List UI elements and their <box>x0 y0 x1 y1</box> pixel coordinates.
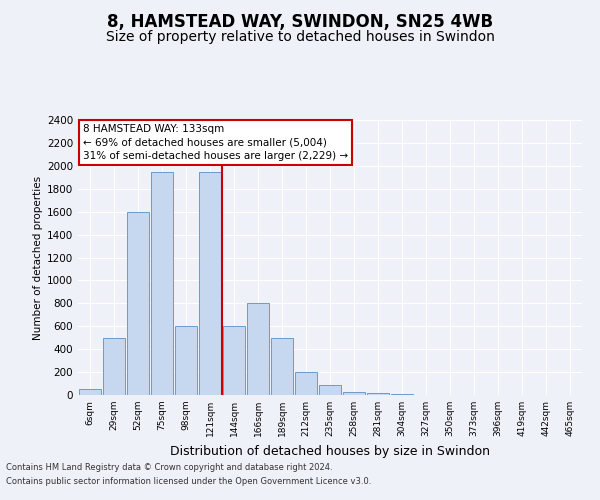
Text: Contains HM Land Registry data © Crown copyright and database right 2024.: Contains HM Land Registry data © Crown c… <box>6 462 332 471</box>
Y-axis label: Number of detached properties: Number of detached properties <box>33 176 43 340</box>
Bar <box>199 172 221 395</box>
Bar <box>295 372 317 395</box>
Text: Contains public sector information licensed under the Open Government Licence v3: Contains public sector information licen… <box>6 478 371 486</box>
Bar <box>103 338 125 395</box>
X-axis label: Distribution of detached houses by size in Swindon: Distribution of detached houses by size … <box>170 444 490 458</box>
Text: Size of property relative to detached houses in Swindon: Size of property relative to detached ho… <box>106 30 494 44</box>
Bar <box>151 172 173 395</box>
Bar <box>247 304 269 395</box>
Text: 8, HAMSTEAD WAY, SWINDON, SN25 4WB: 8, HAMSTEAD WAY, SWINDON, SN25 4WB <box>107 12 493 30</box>
Bar <box>319 384 341 395</box>
Text: 8 HAMSTEAD WAY: 133sqm
← 69% of detached houses are smaller (5,004)
31% of semi-: 8 HAMSTEAD WAY: 133sqm ← 69% of detached… <box>83 124 348 160</box>
Bar <box>271 338 293 395</box>
Bar <box>223 326 245 395</box>
Bar <box>127 212 149 395</box>
Bar <box>79 390 101 395</box>
Bar <box>343 392 365 395</box>
Bar <box>367 392 389 395</box>
Bar <box>175 326 197 395</box>
Bar <box>391 394 413 395</box>
